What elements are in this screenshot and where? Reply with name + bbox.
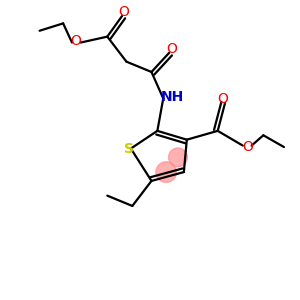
Text: O: O xyxy=(70,34,81,48)
Circle shape xyxy=(156,162,176,182)
Text: NH: NH xyxy=(161,90,184,104)
Text: O: O xyxy=(167,42,178,56)
Text: O: O xyxy=(243,140,254,154)
Circle shape xyxy=(169,148,188,167)
Text: O: O xyxy=(118,5,129,19)
Text: S: S xyxy=(124,142,134,155)
Text: O: O xyxy=(217,92,228,106)
